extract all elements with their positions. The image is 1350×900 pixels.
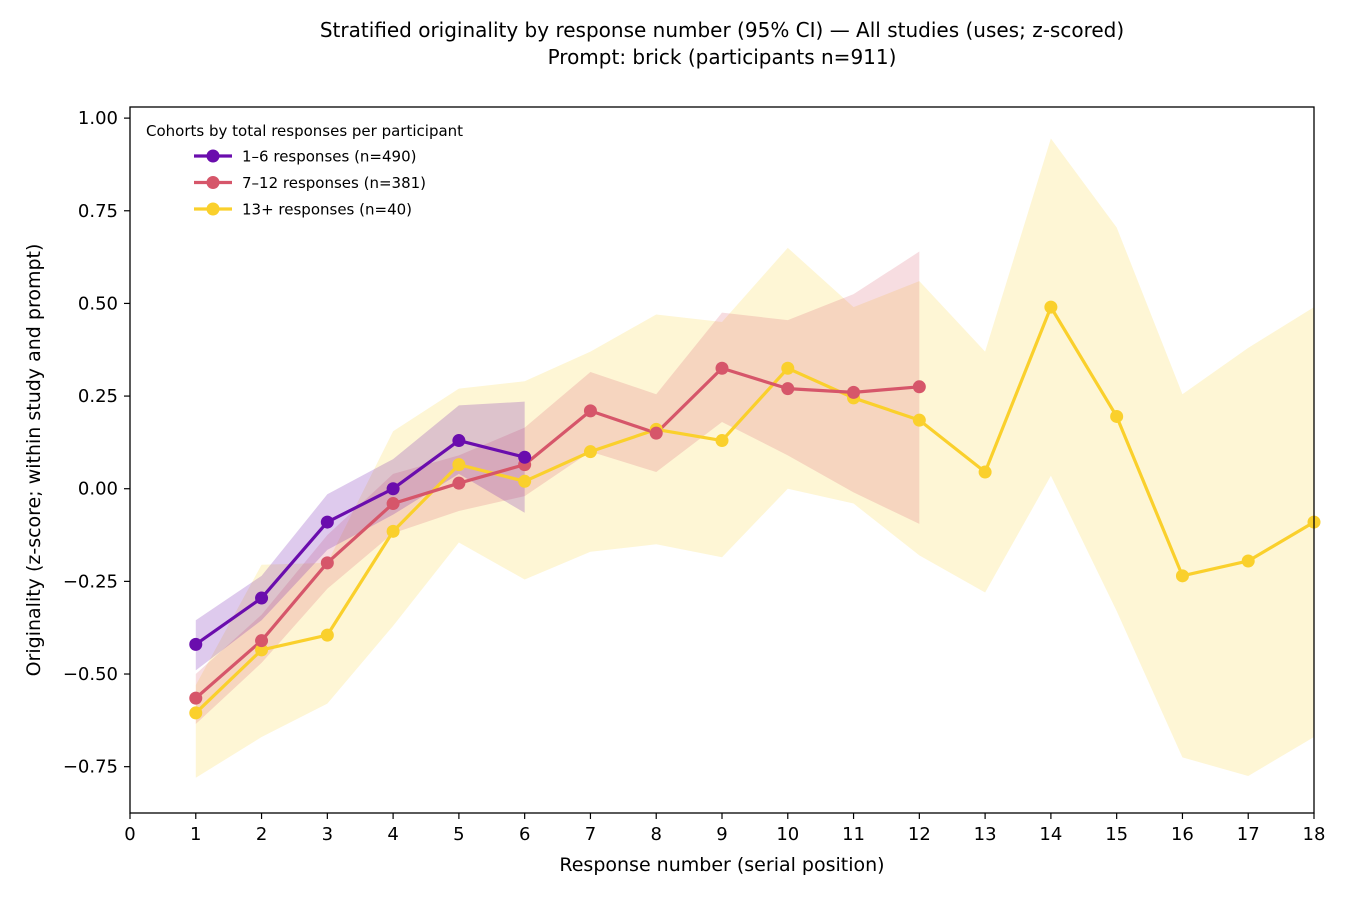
x-tick-label: 4	[387, 824, 398, 845]
x-tick-label: 11	[842, 824, 865, 845]
x-tick-label: 14	[1039, 824, 1062, 845]
data-point	[255, 643, 269, 657]
x-tick-label: 13	[974, 824, 997, 845]
data-point	[847, 385, 861, 399]
legend-label-1: 1–6 responses (n=490)	[242, 148, 416, 166]
y-axis: −0.75 −0.50 −0.25 0.00 0.25 0.50 0.75 1.00	[63, 108, 130, 778]
x-tick-label: 9	[716, 824, 727, 845]
data-point	[912, 413, 926, 427]
chart-title: Stratified originality by response numbe…	[320, 18, 1124, 42]
series-line-2	[194, 366, 920, 700]
legend-label-3: 13+ responses (n=40)	[242, 201, 412, 219]
series-lines	[194, 305, 1315, 715]
y-tick-label: −0.25	[63, 571, 118, 592]
x-tick-label: 5	[453, 824, 464, 845]
x-tick-label: 17	[1237, 824, 1260, 845]
ci-band-series-1	[195, 401, 525, 671]
data-point	[1241, 554, 1255, 568]
data-point	[781, 361, 795, 375]
data-point	[978, 465, 992, 479]
y-tick-label: 0.25	[78, 386, 118, 407]
data-point	[1044, 300, 1058, 314]
x-tick-label: 16	[1171, 824, 1194, 845]
x-tick-label: 12	[908, 824, 931, 845]
data-point	[518, 450, 532, 464]
series-line-3	[194, 305, 1315, 715]
data-point	[386, 482, 400, 496]
data-point	[255, 591, 269, 605]
data-point	[386, 497, 400, 511]
x-tick-label: 8	[650, 824, 661, 845]
y-axis-label: Originality (z-score; within study and p…	[23, 244, 45, 677]
data-point	[715, 434, 729, 448]
data-point	[912, 380, 926, 394]
x-tick-label: 7	[585, 824, 596, 845]
data-point	[518, 474, 532, 488]
data-point	[583, 404, 597, 418]
x-tick-label: 2	[256, 824, 267, 845]
data-point	[320, 628, 334, 642]
data-point	[255, 634, 269, 648]
legend: Cohorts by total responses per participa…	[146, 122, 463, 219]
data-point	[189, 637, 203, 651]
x-tick-label: 18	[1303, 824, 1326, 845]
legend-marker-3	[206, 202, 220, 216]
legend-title: Cohorts by total responses per participa…	[146, 122, 463, 140]
data-point	[1110, 409, 1124, 423]
y-tick-label: −0.50	[63, 664, 118, 685]
y-tick-label: 0.75	[78, 201, 118, 222]
chart-subtitle: Prompt: brick (participants n=911)	[548, 45, 897, 69]
data-point	[1175, 569, 1189, 583]
data-point	[452, 458, 466, 472]
y-tick-label: −0.75	[63, 757, 118, 778]
data-point	[320, 515, 334, 529]
y-tick-label: 0.00	[78, 479, 118, 500]
x-tick-label: 10	[776, 824, 799, 845]
data-point	[189, 691, 203, 705]
y-tick-label: 0.50	[78, 293, 118, 314]
data-point	[715, 361, 729, 375]
y-tick-label: 1.00	[78, 108, 118, 129]
series-line-1	[194, 438, 526, 646]
data-point	[189, 706, 203, 720]
x-tick-label: 1	[190, 824, 201, 845]
ci-band-series-3	[195, 138, 1314, 778]
legend-marker-2	[206, 176, 220, 189]
x-axis-label: Response number (serial position)	[559, 854, 884, 876]
data-point	[320, 556, 334, 570]
x-tick-label: 15	[1105, 824, 1128, 845]
data-point	[583, 445, 597, 459]
data-point	[781, 382, 795, 396]
x-axis: 0 1 2 3 4 5 6 7 8 9 10 11 12 13 14 15 16 17 18	[124, 813, 1325, 845]
ci-bands	[195, 138, 1314, 778]
legend-marker-1	[206, 149, 220, 163]
x-tick-label: 6	[519, 824, 530, 845]
data-point	[452, 434, 466, 448]
data-point	[386, 524, 400, 538]
x-tick-label: 3	[322, 824, 333, 845]
ci-band-series-2	[195, 251, 920, 725]
series-points	[189, 300, 1321, 720]
x-tick-label: 0	[124, 824, 135, 845]
data-point	[452, 476, 466, 490]
legend-label-2: 7–12 responses (n=381)	[242, 174, 426, 192]
data-point	[649, 426, 663, 440]
